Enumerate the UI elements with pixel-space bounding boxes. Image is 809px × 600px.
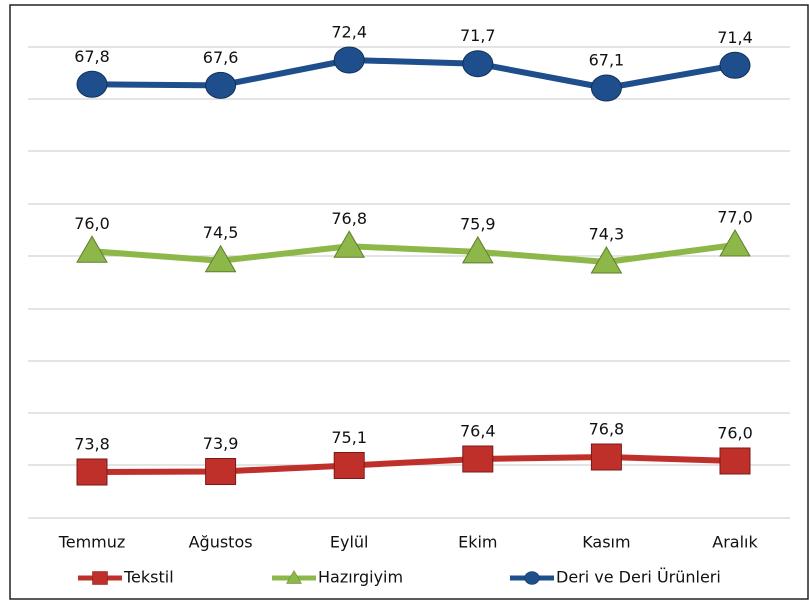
data-label: 74,5 <box>203 223 239 242</box>
x-tick-label: Kasım <box>582 533 630 552</box>
legend-label: Deri ve Deri Ürünleri <box>556 568 721 587</box>
data-label: 71,7 <box>460 26 496 45</box>
data-label: 77,0 <box>717 208 753 227</box>
data-label: 76,8 <box>589 420 625 439</box>
x-tick-label: Temmuz <box>58 533 126 552</box>
data-label: 76,8 <box>331 209 367 228</box>
marker <box>590 245 623 274</box>
marker <box>76 458 108 486</box>
marker <box>76 235 108 263</box>
legend-label: Tekstil <box>123 568 174 587</box>
data-label: 67,1 <box>589 51 625 70</box>
marker <box>462 50 494 78</box>
data-label: 76,0 <box>74 214 110 233</box>
data-label: 75,9 <box>460 214 496 233</box>
series-line <box>91 242 736 265</box>
x-tick-label: Ekim <box>458 533 497 552</box>
legend-marker <box>92 571 108 585</box>
marker <box>719 447 751 475</box>
data-label: 73,8 <box>74 435 110 454</box>
series-line <box>91 57 736 91</box>
x-tick-label: Eylül <box>330 533 369 552</box>
marker <box>333 230 366 258</box>
marker <box>205 71 237 99</box>
x-tick-label: Ağustos <box>189 533 253 552</box>
data-label: 76,0 <box>717 424 753 443</box>
data-label: 67,6 <box>203 48 239 67</box>
marker <box>76 70 108 98</box>
marker <box>462 445 494 473</box>
plot-frame <box>9 4 809 600</box>
marker <box>333 452 365 479</box>
data-label: 75,1 <box>331 428 367 447</box>
x-tick-label: Aralık <box>712 533 758 552</box>
marker <box>461 235 494 264</box>
data-label: 76,4 <box>460 422 496 441</box>
legend-label: Hazırgiyim <box>318 568 403 587</box>
legend-marker <box>524 571 540 585</box>
marker <box>719 51 751 79</box>
marker <box>719 228 751 257</box>
marker <box>205 458 237 485</box>
series-line <box>91 454 736 475</box>
marker <box>590 74 622 102</box>
marker <box>590 443 622 471</box>
marker <box>333 46 365 74</box>
marker <box>204 244 237 273</box>
data-label: 73,9 <box>203 434 239 453</box>
data-label: 71,4 <box>717 28 753 47</box>
data-label: 74,3 <box>589 225 625 244</box>
data-label: 67,8 <box>74 47 110 66</box>
legend-marker <box>286 569 302 584</box>
data-label: 72,4 <box>331 23 367 42</box>
